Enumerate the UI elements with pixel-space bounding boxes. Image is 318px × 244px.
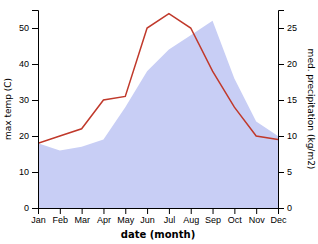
y-axis: 0 10 20 30 40 50 [19,11,39,214]
tick-label: 10 [19,167,29,177]
tick-label: 30 [19,95,29,105]
x-axis: Jan Feb Mar Apr May Jun Jul Aug Sep Oct Nov Dec [31,208,287,225]
tick-mark [191,208,192,214]
tick: Dec [270,208,287,225]
tick: 15 [278,95,297,105]
marks [38,14,278,208]
tick-label: 20 [287,59,297,69]
y2-axis: 0 5 10 15 20 25 [278,11,297,214]
tick-mark [256,208,257,214]
tick-mark [125,208,126,214]
tick-mark [32,28,38,29]
tick-label: Jun [140,215,155,225]
tick-label: 0 [287,203,292,213]
tick-label: Apr [97,215,111,225]
tick-mark [169,208,170,214]
tick: 0 [278,203,292,213]
tick-label: May [117,215,135,225]
chart: JanFebMarAprMayJunJulAugSepOctNovDec0102… [0,0,318,244]
tick-label: 50 [19,23,29,33]
axis-line [279,11,285,209]
tick: Feb [53,208,69,225]
tick-label: Aug [183,215,199,225]
tick: Jan [31,208,46,225]
tick: Jun [140,208,155,225]
line [38,14,278,144]
tick: 20 [278,59,297,69]
tick: 0 [24,203,38,213]
tick: Apr [97,208,111,225]
tick-mark [32,172,38,173]
tick-label: 0 [24,203,29,213]
tick: Mar [74,208,90,225]
tick-label: Dec [270,215,287,225]
tick: Oct [228,208,243,225]
tick-label: Oct [228,215,243,225]
tick-label: Mar [74,215,90,225]
tick-label: 20 [19,131,29,141]
axis-line [32,11,39,209]
tick-label: Sep [205,215,221,225]
tick-label: 15 [287,95,297,105]
tick: May [117,208,135,225]
tick: 10 [19,167,38,177]
tick-mark [278,208,284,209]
tick-mark [278,28,284,29]
tick-mark [278,64,284,65]
tick-mark [278,100,284,101]
axis-line [39,209,279,215]
tick-mark [213,208,214,214]
x-axis-title: date (month) [121,229,195,240]
tick-label: Feb [53,215,69,225]
tick-label: 10 [287,131,297,141]
tick-label: Jul [164,215,176,225]
tick-label: Jan [31,215,46,225]
tick: 25 [278,23,297,33]
tick: 30 [19,95,38,105]
tick-label: 40 [19,59,29,69]
tick: 20 [19,131,38,141]
tick: Nov [249,208,266,225]
tick-mark [32,64,38,65]
tick-mark [60,208,61,214]
tick: 5 [278,167,292,177]
tick-mark [32,208,38,209]
tick: Aug [183,208,199,225]
tick-mark [82,208,83,214]
tick-label: 5 [287,167,292,177]
tick-mark [147,208,148,214]
tick-mark [103,208,104,214]
y-axis-title: max temp (C) [3,78,13,140]
tick-label: Nov [249,215,266,225]
tick-mark [32,100,38,101]
tick: 10 [278,131,297,141]
tick-label: 25 [287,23,297,33]
tick: Jul [164,208,176,225]
tick-mark [278,172,284,173]
tick: Sep [205,208,221,225]
plot-area: JanFebMarAprMayJunJulAugSepOctNovDec0102… [3,11,316,241]
tick-mark [32,136,38,137]
tick: 50 [19,23,38,33]
y2-axis-title: med. precipitation (kg/m2) [306,49,316,170]
tick-mark [234,208,235,214]
tick: 40 [19,59,38,69]
area [38,21,278,208]
tick-mark [278,136,284,137]
